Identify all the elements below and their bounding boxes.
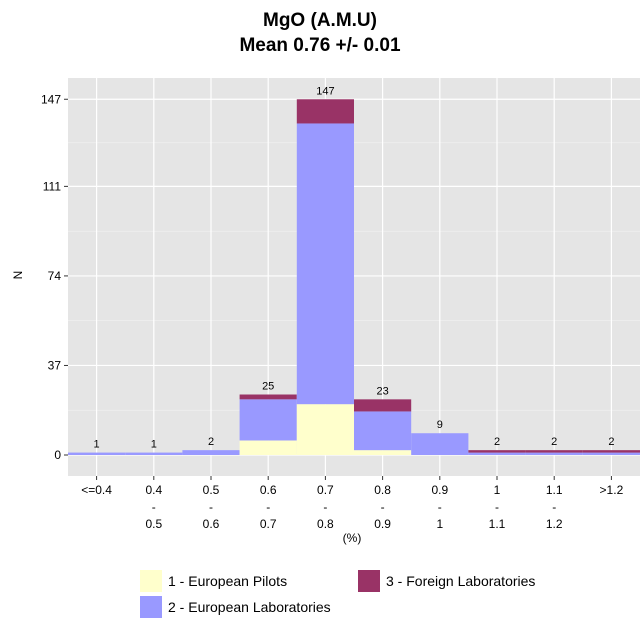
bar-segment: [582, 450, 640, 453]
legend-item-foreign-laboratories: 3 - Foreign Laboratories: [358, 570, 535, 592]
bar-segment: [239, 394, 297, 400]
bar-segment: [296, 404, 354, 455]
x-tick-label-line: 0.5: [145, 517, 162, 531]
x-tick-label-line: -: [552, 500, 556, 514]
bar-segment: [182, 450, 240, 455]
x-tick-label-line: 0.9: [431, 483, 448, 497]
bar-total-label: 9: [437, 419, 443, 431]
x-tick-label-line: -: [438, 500, 442, 514]
bar-segment: [296, 123, 354, 405]
bar-total-label: 2: [494, 436, 500, 448]
x-tick-label-line: -: [209, 500, 213, 514]
x-tick-label: 0.6 - 0.7: [260, 483, 277, 531]
bar-segment: [525, 452, 583, 455]
bar-segment: [296, 99, 354, 124]
bar-segment: [411, 433, 469, 455]
y-axis-label: N: [11, 270, 25, 280]
x-tick-label-line: 1: [436, 517, 443, 531]
y-tick-label: 74: [48, 269, 62, 283]
bar-segment: [468, 452, 526, 455]
x-tick-label-line: 0.7: [317, 483, 334, 497]
x-tick-label-line: 0.8: [374, 483, 391, 497]
bar-total-label: 2: [551, 436, 557, 448]
legend-label: 1 - European Pilots: [168, 573, 288, 589]
x-tick-label-line: 0.9: [374, 517, 391, 531]
bar-total-label: 2: [608, 436, 614, 448]
chart-title: MgO (A.M.U): [263, 10, 377, 31]
bar-total-label: 23: [376, 385, 388, 397]
bar-total-label: 147: [316, 85, 334, 97]
bar-total-label: 2: [208, 436, 214, 448]
bar-segment: [239, 440, 297, 455]
bar-segment: [582, 452, 640, 455]
bar-segment: [125, 452, 183, 455]
legend-item-european-laboratories: 2 - European Laboratories: [140, 596, 331, 618]
x-tick-label-line: >1.2: [600, 483, 624, 497]
bar-total-label: 25: [262, 381, 274, 393]
bar-segment: [239, 399, 297, 441]
y-tick-label: 37: [48, 358, 62, 372]
legend-item-european-pilots: 1 - European Pilots: [140, 570, 287, 592]
x-tick-label-line: 0.6: [203, 517, 220, 531]
x-tick-label-line: -: [323, 500, 327, 514]
y-tick-label: 0: [54, 448, 61, 462]
bar-segment: [68, 452, 126, 455]
x-tick-label-line: <=0.4: [81, 483, 112, 497]
x-tick-label-line: -: [495, 500, 499, 514]
x-tick-label-line: 1.2: [546, 517, 563, 531]
x-tick-label: 0.5 - 0.6: [203, 483, 220, 531]
x-axis-label: (%): [342, 531, 362, 545]
x-tick-label-line: 1.1: [546, 483, 563, 497]
x-tick-label-line: -: [152, 500, 156, 514]
x-tick-label-line: 0.6: [260, 483, 277, 497]
legend-swatch: [140, 570, 162, 592]
bar-segment: [354, 450, 412, 455]
bar-segment: [354, 399, 412, 412]
bar-segment: [525, 450, 583, 453]
legend-label: 3 - Foreign Laboratories: [386, 573, 536, 589]
x-tick-label-line: 0.5: [203, 483, 220, 497]
chart-subtitle: Mean 0.76 +/- 0.01: [239, 35, 401, 56]
x-tick-label-line: 0.8: [317, 517, 334, 531]
bar-total-label: 1: [94, 439, 100, 451]
x-tick-label: 0.7 - 0.8: [317, 483, 334, 531]
legend-label: 2 - European Laboratories: [168, 599, 331, 615]
x-tick-label-line: -: [266, 500, 270, 514]
x-tick-label: 0.8 - 0.9: [374, 483, 391, 531]
legend-swatch: [358, 570, 380, 592]
x-tick-label-line: 1.1: [489, 517, 506, 531]
x-tick-label: 0.9 - 1: [431, 483, 448, 531]
x-tick-label: 1.1 - 1.2: [546, 483, 563, 531]
bar-total-label: 1: [151, 439, 157, 451]
x-tick-label: >1.2: [600, 483, 624, 497]
x-tick-label-line: 0.4: [145, 483, 162, 497]
x-tick-label-line: -: [381, 500, 385, 514]
y-tick-label: 111: [43, 179, 62, 193]
bar-segment: [468, 450, 526, 453]
bar-segment: [354, 411, 412, 451]
x-tick-label-line: 0.7: [260, 517, 277, 531]
x-tick-label: <=0.4: [81, 483, 112, 497]
x-tick-label: 0.4 - 0.5: [145, 483, 162, 531]
x-tick-label: 1 - 1.1: [489, 483, 506, 531]
y-tick-label: 147: [41, 92, 61, 106]
legend-swatch: [140, 596, 162, 618]
x-tick-label-line: 1: [494, 483, 501, 497]
